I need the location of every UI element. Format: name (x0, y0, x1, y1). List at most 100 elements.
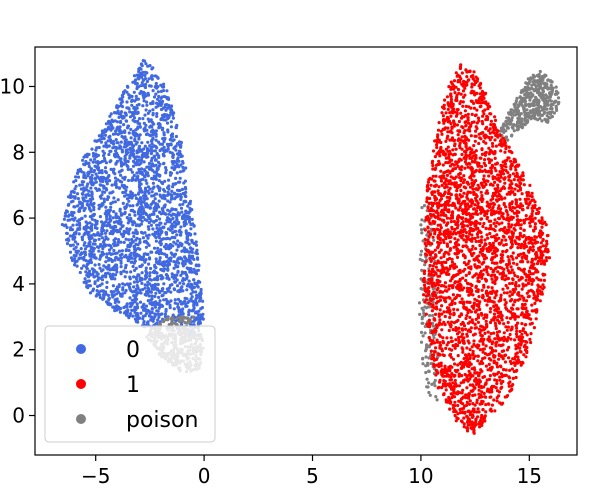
point-0 (168, 209, 172, 213)
point-0 (129, 150, 133, 154)
point-0 (134, 228, 138, 232)
point-0 (133, 268, 137, 272)
point-poison (546, 78, 550, 82)
point-1 (485, 303, 489, 307)
point-1 (444, 285, 448, 289)
point-1 (473, 297, 477, 301)
point-1 (442, 240, 446, 245)
point-0 (82, 173, 87, 177)
point-0 (147, 165, 151, 169)
point-0 (159, 107, 164, 112)
point-0 (127, 316, 131, 320)
point-0 (156, 246, 160, 250)
point-0 (160, 95, 164, 99)
point-poison (523, 102, 528, 107)
point-0 (104, 205, 108, 209)
point-poison (504, 135, 508, 139)
point-0 (96, 284, 100, 288)
point-0 (151, 316, 155, 320)
point-1 (505, 210, 509, 214)
point-1 (428, 212, 433, 216)
point-0 (164, 166, 168, 170)
point-0 (164, 242, 168, 247)
point-1 (474, 125, 478, 129)
point-0 (119, 265, 123, 269)
point-0 (128, 156, 132, 160)
point-0 (67, 213, 71, 217)
point-1 (451, 328, 455, 332)
point-0 (123, 212, 127, 216)
point-0 (159, 83, 163, 87)
point-1 (431, 163, 435, 168)
point-1 (455, 189, 459, 193)
point-0 (128, 195, 132, 200)
point-1 (445, 216, 450, 220)
point-poison (423, 263, 427, 267)
point-0 (123, 266, 128, 270)
point-1 (504, 301, 508, 305)
point-0 (146, 286, 150, 290)
point-1 (423, 300, 427, 304)
point-0 (98, 215, 102, 219)
point-poison (543, 117, 547, 121)
point-1 (487, 174, 491, 178)
point-0 (92, 275, 96, 279)
point-0 (119, 145, 123, 149)
point-0 (154, 239, 158, 243)
point-0 (198, 280, 202, 284)
point-1 (480, 147, 484, 151)
point-0 (150, 294, 154, 298)
point-0 (97, 145, 101, 150)
point-0 (143, 218, 147, 222)
point-1 (530, 212, 534, 216)
point-0 (119, 173, 123, 177)
point-0 (90, 267, 94, 271)
point-1 (499, 365, 503, 369)
point-0 (98, 283, 102, 288)
point-0 (150, 149, 155, 153)
point-0 (174, 176, 178, 180)
point-1 (441, 384, 445, 388)
point-0 (155, 223, 159, 227)
point-0 (154, 138, 158, 142)
point-0 (124, 112, 128, 117)
point-1 (499, 293, 503, 297)
point-1 (465, 400, 469, 404)
point-0 (110, 183, 114, 187)
point-0 (122, 145, 126, 149)
point-0 (97, 237, 101, 241)
point-0 (119, 220, 123, 224)
point-poison (510, 134, 514, 138)
point-0 (129, 136, 133, 140)
point-0 (139, 222, 143, 226)
point-0 (104, 272, 108, 276)
point-0 (188, 256, 192, 260)
point-poison (424, 355, 428, 359)
point-0 (119, 261, 123, 265)
point-0 (156, 90, 160, 94)
point-0 (176, 239, 180, 243)
point-0 (129, 168, 133, 172)
point-0 (115, 292, 119, 296)
point-1 (434, 312, 438, 316)
point-1 (453, 237, 457, 241)
point-0 (136, 119, 140, 123)
point-0 (138, 288, 142, 292)
point-0 (146, 140, 150, 144)
point-poison (540, 108, 545, 112)
point-0 (119, 256, 124, 260)
point-0 (156, 277, 160, 281)
point-1 (475, 91, 479, 95)
point-0 (169, 138, 173, 142)
point-1 (440, 183, 444, 187)
point-0 (103, 177, 107, 181)
point-0 (89, 181, 94, 186)
point-0 (152, 95, 157, 99)
point-0 (112, 248, 116, 253)
point-1 (499, 195, 503, 199)
point-0 (76, 219, 80, 223)
point-0 (119, 164, 124, 168)
point-0 (114, 212, 118, 216)
point-poison (419, 287, 423, 291)
point-1 (528, 224, 532, 228)
